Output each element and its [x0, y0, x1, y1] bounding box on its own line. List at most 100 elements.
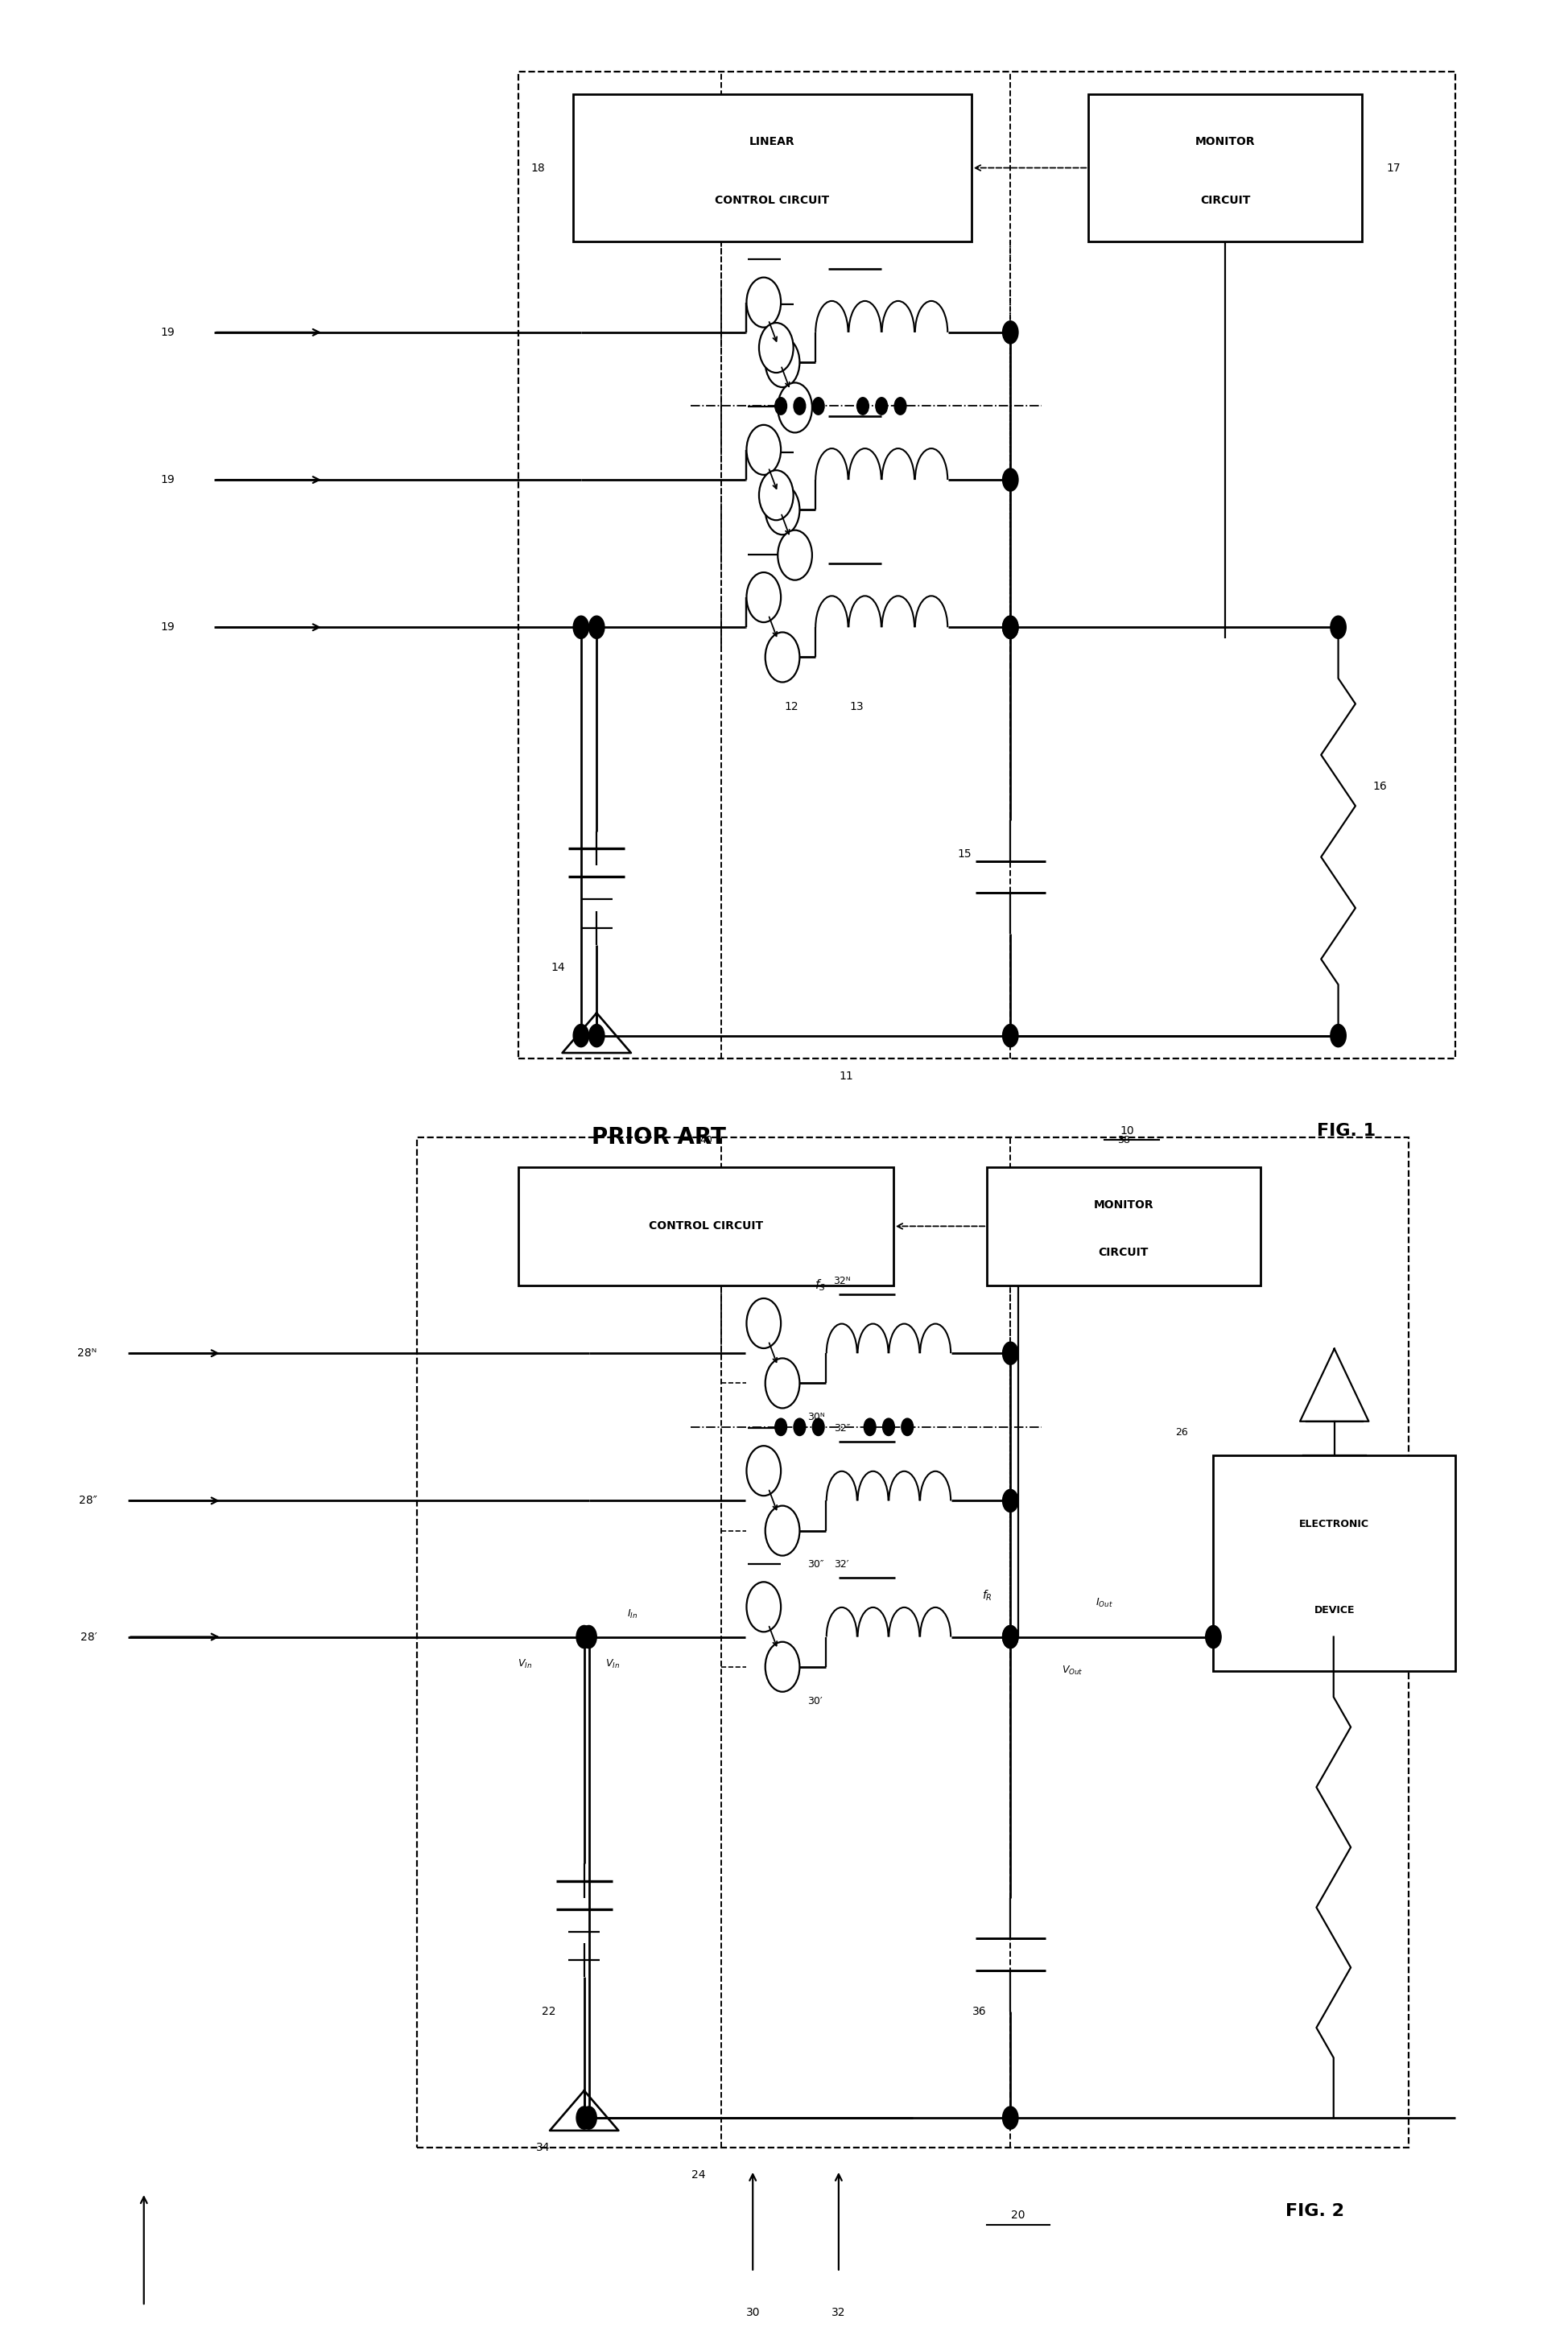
Text: 19: 19 [162, 474, 176, 486]
Text: CONTROL CIRCUIT: CONTROL CIRCUIT [715, 195, 829, 207]
Circle shape [582, 2106, 597, 2130]
Text: $I_{Out}$: $I_{Out}$ [1096, 1597, 1113, 1608]
Text: MONITOR: MONITOR [1195, 136, 1254, 148]
Text: 14: 14 [552, 963, 566, 972]
Bar [417, 1139, 1408, 2148]
Text: 32: 32 [831, 2308, 845, 2317]
Circle shape [778, 383, 812, 432]
Circle shape [765, 1505, 800, 1557]
Text: 30′: 30′ [808, 1695, 823, 1707]
Circle shape [765, 1641, 800, 1693]
Text: LINEAR: LINEAR [750, 136, 795, 148]
Circle shape [746, 425, 781, 474]
Circle shape [574, 615, 590, 639]
Text: $f_S$: $f_S$ [814, 1277, 825, 1294]
Circle shape [574, 1024, 590, 1047]
Circle shape [746, 573, 781, 622]
Text: 30″: 30″ [808, 1559, 823, 1571]
Text: 26: 26 [1176, 1428, 1189, 1437]
Text: FIG. 2: FIG. 2 [1286, 2202, 1344, 2219]
Text: 16: 16 [1372, 780, 1386, 791]
Circle shape [590, 1024, 604, 1047]
Bar [519, 70, 1455, 1059]
Bar [986, 1167, 1261, 1284]
Circle shape [875, 397, 887, 416]
Circle shape [746, 1298, 781, 1348]
Circle shape [1331, 1024, 1345, 1047]
Text: 22: 22 [543, 2005, 557, 2017]
Circle shape [775, 397, 787, 416]
Text: $f_R$: $f_R$ [982, 1590, 993, 1604]
Text: 40: 40 [699, 1134, 712, 1146]
Circle shape [1002, 615, 1018, 639]
Circle shape [793, 397, 806, 416]
Circle shape [1002, 615, 1018, 639]
Circle shape [902, 1418, 913, 1435]
Circle shape [1002, 1625, 1018, 1648]
Circle shape [577, 1625, 593, 1648]
Text: 20: 20 [1011, 2209, 1025, 2221]
Text: 32″: 32″ [834, 1423, 850, 1432]
Text: MONITOR: MONITOR [1093, 1200, 1154, 1212]
Circle shape [894, 397, 906, 416]
Text: CIRCUIT: CIRCUIT [1200, 195, 1250, 207]
Text: 17: 17 [1386, 162, 1400, 174]
Text: 36: 36 [972, 2005, 986, 2017]
Text: 28ᴺ: 28ᴺ [77, 1348, 97, 1359]
Circle shape [883, 1418, 894, 1435]
Text: 30ᴺ: 30ᴺ [808, 1411, 825, 1423]
Text: $V_{Out}$: $V_{Out}$ [1062, 1665, 1083, 1676]
Circle shape [1002, 1343, 1018, 1364]
Circle shape [759, 322, 793, 373]
Text: CIRCUIT: CIRCUIT [1099, 1247, 1149, 1259]
Circle shape [582, 1625, 597, 1648]
Circle shape [1206, 1625, 1221, 1648]
Circle shape [1331, 615, 1345, 639]
Circle shape [812, 1418, 825, 1435]
Circle shape [746, 1583, 781, 1632]
Text: 32ᴺ: 32ᴺ [833, 1275, 850, 1287]
Text: 24: 24 [691, 2170, 706, 2181]
Circle shape [765, 632, 800, 683]
Text: 32′: 32′ [834, 1559, 850, 1568]
Circle shape [858, 397, 869, 416]
Circle shape [1002, 1024, 1018, 1047]
Text: 11: 11 [839, 1071, 853, 1082]
Circle shape [759, 470, 793, 521]
Text: 28″: 28″ [78, 1496, 97, 1507]
Text: $V_{In}$: $V_{In}$ [517, 1658, 532, 1669]
Circle shape [1002, 2106, 1018, 2130]
Text: $I_{In}$: $I_{In}$ [627, 1608, 638, 1620]
Text: 10: 10 [1121, 1125, 1135, 1136]
Circle shape [765, 484, 800, 535]
Text: ELECTRONIC: ELECTRONIC [1300, 1519, 1369, 1529]
Text: 38: 38 [1116, 1134, 1131, 1146]
Bar [1088, 94, 1361, 242]
Text: CONTROL CIRCUIT: CONTROL CIRCUIT [649, 1221, 764, 1233]
Circle shape [864, 1418, 877, 1435]
Circle shape [765, 1357, 800, 1409]
Circle shape [775, 1418, 787, 1435]
Text: 12: 12 [784, 702, 798, 711]
Bar [519, 1167, 894, 1284]
Circle shape [812, 397, 825, 416]
Text: PRIOR ART: PRIOR ART [593, 1127, 726, 1148]
Text: 34: 34 [536, 2141, 550, 2153]
Circle shape [765, 338, 800, 387]
Text: 19: 19 [162, 622, 176, 634]
Text: 18: 18 [532, 162, 546, 174]
Bar [1214, 1456, 1455, 1672]
Circle shape [577, 2106, 593, 2130]
Circle shape [1002, 1489, 1018, 1512]
Circle shape [778, 531, 812, 580]
Circle shape [746, 1446, 781, 1496]
Circle shape [746, 277, 781, 326]
Text: DEVICE: DEVICE [1314, 1606, 1355, 1615]
Circle shape [590, 615, 604, 639]
Circle shape [793, 1418, 806, 1435]
Circle shape [1002, 1625, 1018, 1648]
Text: FIG. 1: FIG. 1 [1317, 1122, 1375, 1139]
Text: 30: 30 [746, 2308, 760, 2317]
Text: 15: 15 [956, 848, 971, 859]
Circle shape [1002, 470, 1018, 491]
